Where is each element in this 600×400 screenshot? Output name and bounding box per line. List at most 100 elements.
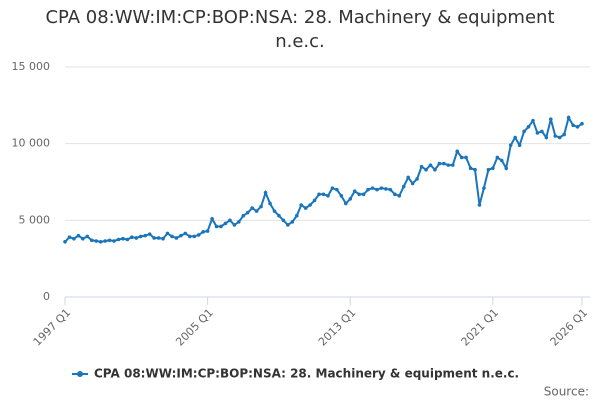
data-point — [219, 224, 223, 229]
data-point — [170, 234, 174, 239]
data-point — [477, 203, 482, 207]
data-point — [393, 192, 397, 197]
chart-title: CPA 08:WW:IM:CP:BOP:NSA: 28. Machinery &… — [45, 7, 555, 52]
source-label: Source: — [544, 385, 589, 399]
data-point — [294, 213, 299, 218]
data-point — [103, 239, 107, 243]
data-point — [241, 213, 246, 218]
data-point — [85, 234, 90, 239]
data-point — [183, 231, 188, 236]
data-point — [165, 231, 170, 236]
data-point — [72, 236, 76, 241]
data-point — [482, 186, 486, 190]
data-point — [201, 230, 205, 234]
data-point — [196, 233, 201, 237]
data-point — [205, 229, 210, 233]
data-point — [326, 194, 330, 198]
x-tick-label: 2013 Q1 — [316, 306, 359, 349]
data-point — [388, 187, 393, 192]
data-point — [575, 125, 580, 129]
data-point — [384, 187, 388, 191]
data-point — [107, 238, 112, 243]
data-point — [401, 184, 406, 189]
data-point — [491, 166, 495, 170]
data-point — [268, 201, 272, 206]
data-point — [535, 131, 540, 135]
data-point — [419, 164, 424, 169]
data-point — [121, 236, 125, 241]
data-point — [299, 203, 304, 207]
data-point — [580, 121, 584, 126]
data-point — [508, 143, 513, 147]
data-point — [562, 132, 566, 137]
data-point — [495, 155, 500, 160]
data-point — [76, 233, 81, 238]
series-line — [64, 115, 583, 243]
data-point — [339, 194, 344, 198]
data-point — [156, 236, 161, 240]
data-point — [410, 181, 415, 186]
data-point — [89, 238, 94, 243]
data-point — [308, 203, 312, 207]
data-point — [335, 187, 339, 192]
data-point — [138, 234, 143, 239]
data-point — [330, 186, 335, 190]
data-point — [433, 167, 437, 172]
data-point — [468, 166, 473, 170]
data-point — [499, 158, 504, 163]
data-point — [415, 177, 419, 181]
data-point — [98, 240, 103, 244]
data-point — [370, 186, 375, 190]
data-point — [531, 118, 535, 123]
data-point — [553, 134, 558, 138]
x-tick-label: 2026 Q1 — [548, 306, 591, 349]
data-point — [522, 129, 526, 134]
data-point — [343, 201, 348, 206]
data-point — [464, 155, 468, 160]
data-point — [571, 123, 575, 128]
data-point — [272, 209, 277, 213]
data-point — [544, 135, 549, 140]
data-point — [566, 115, 571, 120]
data-point — [557, 135, 562, 140]
legend-label: CPA 08:WW:IM:CP:BOP:NSA: 28. Machinery &… — [94, 367, 519, 381]
data-point — [361, 192, 366, 197]
data-point — [549, 117, 553, 121]
data-point — [250, 206, 254, 210]
data-point — [259, 204, 263, 209]
data-point — [125, 237, 130, 242]
data-point — [81, 236, 85, 241]
x-tick-label: 2021 Q1 — [459, 306, 502, 349]
data-point — [348, 197, 353, 201]
y-tick-label: 5 000 — [19, 213, 51, 226]
data-point — [116, 237, 121, 242]
data-point — [232, 223, 237, 227]
data-point — [513, 135, 517, 140]
x-tick-label: 2005 Q1 — [173, 306, 216, 349]
data-point — [517, 143, 522, 147]
data-point — [303, 206, 308, 210]
y-tick-label: 15 000 — [12, 60, 51, 73]
data-point — [459, 155, 464, 160]
data-point — [192, 234, 197, 239]
data-point — [245, 210, 250, 215]
data-point — [357, 192, 361, 197]
data-point — [437, 161, 442, 166]
x-tick-label: 1997 Q1 — [31, 306, 74, 349]
data-point — [134, 236, 139, 240]
data-point — [67, 235, 72, 239]
data-point — [321, 192, 326, 197]
data-point — [254, 209, 259, 213]
data-point — [228, 218, 232, 223]
data-point — [223, 221, 228, 226]
data-point — [375, 187, 379, 192]
data-point — [286, 223, 290, 227]
data-point — [174, 236, 179, 240]
data-point — [486, 167, 491, 172]
data-point — [455, 149, 460, 154]
data-point — [526, 125, 531, 129]
data-point — [442, 161, 446, 166]
data-point — [397, 194, 402, 198]
